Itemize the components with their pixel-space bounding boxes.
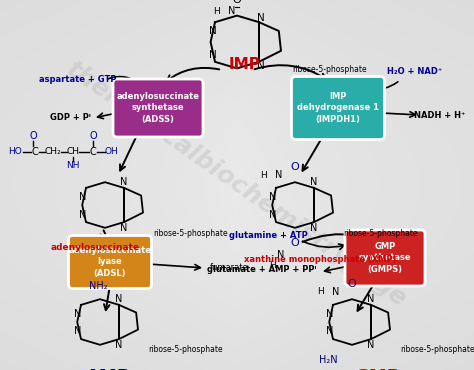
Text: IMP
dehydrogenase 1
(IMPDH1): IMP dehydrogenase 1 (IMPDH1) (297, 92, 379, 124)
Text: fumarate: fumarate (210, 263, 249, 272)
Text: themedicalbiochemistrypage: themedicalbiochemistrypage (63, 58, 411, 312)
Text: N: N (79, 209, 86, 219)
Text: GMP: GMP (354, 368, 400, 370)
Text: N: N (209, 50, 217, 60)
Text: N: N (120, 223, 128, 233)
Text: H: H (270, 260, 276, 269)
Text: N: N (228, 6, 236, 16)
Text: N: N (115, 294, 123, 304)
Text: O: O (233, 0, 241, 5)
Text: NH: NH (66, 161, 80, 171)
Text: H₂O + NAD⁺: H₂O + NAD⁺ (387, 67, 443, 77)
Text: C: C (90, 147, 96, 157)
Text: NH₂: NH₂ (89, 281, 107, 291)
Text: N: N (79, 192, 86, 202)
Text: O: O (291, 162, 300, 172)
Text: N: N (367, 294, 374, 304)
Text: IMP: IMP (229, 57, 261, 72)
Text: N: N (277, 250, 285, 260)
Text: CH: CH (66, 148, 80, 157)
Text: N: N (310, 223, 318, 233)
FancyBboxPatch shape (292, 77, 384, 139)
FancyBboxPatch shape (69, 235, 152, 289)
Text: GMP
synthetase
(GMPS): GMP synthetase (GMPS) (359, 242, 411, 273)
Text: N: N (257, 61, 265, 71)
Text: N: N (209, 26, 217, 36)
Text: N: N (332, 287, 339, 297)
Text: O: O (291, 238, 300, 248)
Text: N: N (275, 170, 283, 180)
Text: H₂N: H₂N (319, 355, 337, 365)
Text: N: N (115, 340, 123, 350)
Text: O: O (347, 279, 356, 289)
Text: ribose-5-phosphate: ribose-5-phosphate (400, 346, 474, 354)
Text: glutamate + AMP + PPᴵ: glutamate + AMP + PPᴵ (207, 266, 317, 275)
Text: N: N (310, 177, 318, 187)
Text: N: N (326, 309, 333, 319)
Text: H: H (260, 171, 267, 179)
Text: N: N (257, 13, 265, 23)
Text: ribose-5-phosphate: ribose-5-phosphate (148, 346, 223, 354)
FancyBboxPatch shape (113, 79, 203, 137)
Text: N: N (73, 309, 81, 319)
Text: H: H (317, 287, 324, 296)
Text: N: N (326, 326, 333, 336)
Text: CH₂: CH₂ (45, 148, 61, 157)
Text: NADH + H⁺: NADH + H⁺ (414, 111, 465, 120)
Text: N: N (120, 177, 128, 187)
Text: O: O (89, 131, 97, 141)
Text: H: H (213, 7, 219, 16)
Text: OH: OH (104, 148, 118, 157)
Text: O: O (29, 131, 37, 141)
FancyBboxPatch shape (345, 230, 425, 286)
Text: aspartate + GTP: aspartate + GTP (39, 75, 117, 84)
Text: C: C (32, 147, 38, 157)
Text: adenylosuccinate
lyase
(ADSL): adenylosuccinate lyase (ADSL) (69, 246, 152, 278)
Text: N: N (268, 209, 276, 219)
Text: ribose-5-phosphate: ribose-5-phosphate (292, 65, 366, 74)
Text: glutamine + ATP: glutamine + ATP (228, 231, 307, 239)
Text: ribose-5-phosphate: ribose-5-phosphate (343, 229, 418, 238)
Text: HO: HO (8, 148, 22, 157)
Text: adenylosuccinate
synthetase
(ADSS): adenylosuccinate synthetase (ADSS) (117, 92, 200, 124)
Text: N: N (367, 340, 374, 350)
Text: ribose-5-phosphate: ribose-5-phosphate (153, 229, 228, 238)
Text: GDP + Pᴵ: GDP + Pᴵ (50, 114, 91, 122)
Text: adenylosuccinate: adenylosuccinate (50, 242, 139, 252)
Text: N: N (268, 192, 276, 202)
Text: N: N (73, 326, 81, 336)
Text: AMP: AMP (86, 368, 130, 370)
Text: xanthine monophosphate (XMP): xanthine monophosphate (XMP) (244, 256, 396, 265)
